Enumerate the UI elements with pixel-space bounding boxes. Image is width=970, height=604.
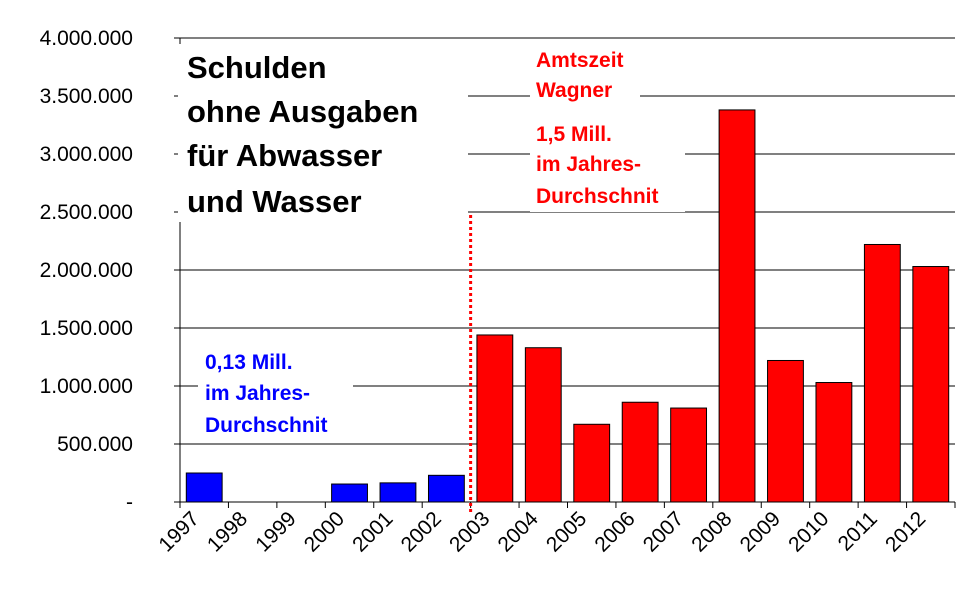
chart-title-line-1: Schulden [187,50,327,85]
x-tick-label: 2005 [542,507,591,556]
bar-2010 [815,382,853,503]
x-tick-label: 2002 [397,507,446,556]
x-tick-label: 2006 [590,507,639,556]
x-tick-label: 1997 [154,507,203,556]
bar-2006 [621,401,659,503]
red-note-line-3: 1,5 Mill. [536,123,612,146]
y-tick-label: 4.000.000 [40,27,133,50]
bar-2002 [427,474,465,503]
bar-2003 [476,334,514,503]
blue-note-line-1: 0,13 Mill. [205,351,293,374]
blue-note-line-2: im Jahres- [205,382,310,405]
red-note-top-background [530,40,640,104]
title-background [178,44,468,222]
chart-title-line-4: und Wasser [187,184,362,219]
bar-2007 [670,407,708,503]
red-note-line-2: Wagner [536,79,612,102]
bar-2004 [524,347,562,503]
bar-2000 [331,483,368,503]
x-tick-label: 2004 [494,507,544,557]
y-tick-label: - [126,491,133,514]
y-tick-label: 2.500.000 [40,201,133,224]
red-note-line-5: Durchschnit [536,185,659,208]
x-tick-label: 2007 [639,507,688,556]
blue-note-background [198,342,353,440]
y-tick-labels: - 500.000 1.000.000 1.500.000 2.000.000 2.500… [40,27,133,514]
x-tick-label: 2000 [300,507,349,556]
chart-title-line-3: für Abwasser [187,138,382,173]
red-note-line-4: im Jahres- [536,153,641,176]
bars [185,109,950,503]
bar-2009 [767,359,804,503]
x-tick-label: 1999 [251,507,300,556]
bar-2005 [573,423,611,503]
blue-note-line-3: Durchschnit [205,414,328,437]
y-tick-label: 500.000 [57,433,133,456]
y-tick-label: 2.000.000 [40,259,133,282]
x-tick-labels: 1997 1998 1999 2000 2001 2002 2003 2004 2005 2006… [154,507,930,557]
red-note-bottom-background [530,116,685,212]
x-tick-label: 2010 [784,507,833,556]
bar-2001 [379,482,417,503]
x-tick-label: 2003 [445,507,494,556]
y-tick-label: 3.500.000 [40,85,133,108]
bar-2008 [718,109,756,503]
x-tick-label: 2012 [881,507,930,556]
y-tick-label: 3.000.000 [40,143,133,166]
x-tick-label: 2011 [834,507,882,555]
y-tick-label: 1.500.000 [40,317,133,340]
y-tick-label: 1.000.000 [40,375,133,398]
bar-2011 [863,243,901,503]
bar-2012 [912,266,950,503]
chart-title-line-2: ohne Ausgaben [187,94,418,129]
bar-1997 [185,472,223,503]
x-tick-label: 2001 [348,507,397,556]
x-tick-label: 2009 [736,507,785,556]
red-note-line-1: Amtszeit [536,49,624,72]
x-tick-label: 2008 [687,507,736,556]
x-tick-label: 1998 [203,507,252,556]
